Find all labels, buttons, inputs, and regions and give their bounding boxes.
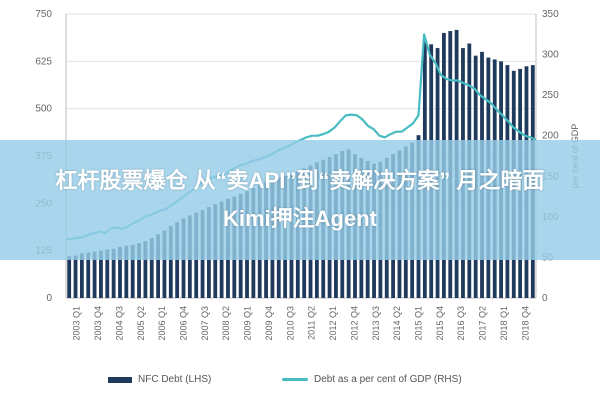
x-tick-label: 2010 Q3 xyxy=(285,306,295,341)
x-tick-label: 2015 Q1 xyxy=(414,306,424,341)
debt-bar xyxy=(156,234,160,298)
debt-bar xyxy=(118,246,122,298)
legend-label-nfc-debt: NFC Debt (LHS) xyxy=(138,374,212,385)
right-tick-label: 250 xyxy=(542,90,559,101)
x-tick-label: 2013 Q3 xyxy=(371,306,381,341)
debt-bar xyxy=(168,226,173,298)
x-tick-label: 2017 Q2 xyxy=(478,306,488,341)
x-tick-label: 2009 Q4 xyxy=(264,306,274,341)
x-tick-label: 2003 Q1 xyxy=(72,306,82,341)
x-tick-label: 2008 Q2 xyxy=(221,306,231,341)
debt-bar xyxy=(162,230,167,298)
debt-bar xyxy=(67,256,72,298)
debt-bar xyxy=(124,245,129,298)
headline-banner[interactable]: 杠杆股票爆仓 从“卖API”到“卖解决方案” 月之暗面 Kimi押注Agent xyxy=(0,140,600,260)
x-tick-label: 2011 Q2 xyxy=(307,306,317,340)
x-tick-label: 2014 Q2 xyxy=(392,306,402,341)
right-tick-label: 300 xyxy=(542,50,559,61)
legend-line-swatch xyxy=(282,378,308,381)
debt-bar xyxy=(137,243,141,298)
x-tick-label: 2015 Q4 xyxy=(435,306,445,341)
x-tick-label: 2016 Q3 xyxy=(456,306,466,341)
left-tick-label: 750 xyxy=(35,9,52,20)
legend-bar-swatch xyxy=(108,376,132,383)
x-tick-label: 2006 Q1 xyxy=(157,306,167,341)
x-tick-label: 2009 Q1 xyxy=(243,306,253,341)
legend-item-nfc-debt: NFC Debt (LHS) xyxy=(108,374,211,385)
x-tick-label: 2018 Q1 xyxy=(499,306,509,341)
debt-bar xyxy=(86,252,91,298)
debt-bar xyxy=(99,250,103,298)
right-tick-label: 0 xyxy=(542,293,548,304)
x-tick-label: 2012 Q1 xyxy=(328,306,338,341)
debt-bar xyxy=(92,251,97,298)
headline-line-2[interactable]: Kimi押注Agent xyxy=(222,206,377,231)
legend: NFC Debt (LHS) Debt as a per cent of GDP… xyxy=(0,370,600,392)
x-tick-label: 2004 Q3 xyxy=(114,306,124,341)
right-tick-label: 200 xyxy=(542,131,559,142)
headline-line-1[interactable]: 杠杆股票爆仓 从“卖API”到“卖解决方案” 月之暗面 xyxy=(55,168,545,193)
x-tick-label: 2003 Q4 xyxy=(93,306,103,341)
debt-bar xyxy=(79,253,84,298)
right-tick-label: 350 xyxy=(542,9,559,20)
legend-label-debt-gdp: Debt as a per cent of GDP (RHS) xyxy=(314,374,462,385)
debt-bar xyxy=(111,248,116,298)
x-tick-label: 2005 Q2 xyxy=(136,306,146,341)
legend-item-debt-gdp: Debt as a per cent of GDP (RHS) xyxy=(282,374,462,385)
x-tick-label: 2018 Q4 xyxy=(520,306,530,341)
debt-bar xyxy=(149,238,154,298)
x-tick-label: 2007 Q3 xyxy=(200,306,210,341)
left-tick-label: 500 xyxy=(35,104,52,115)
left-tick-label: 0 xyxy=(46,293,52,304)
x-tick-label: 2006 Q4 xyxy=(179,306,189,341)
debt-bar xyxy=(143,241,148,298)
debt-bar xyxy=(105,249,110,298)
debt-bar xyxy=(73,255,78,298)
left-tick-label: 625 xyxy=(35,56,52,67)
debt-bar xyxy=(130,244,135,298)
x-tick-label: 2012 Q4 xyxy=(349,306,359,341)
debt-bar xyxy=(175,222,180,298)
